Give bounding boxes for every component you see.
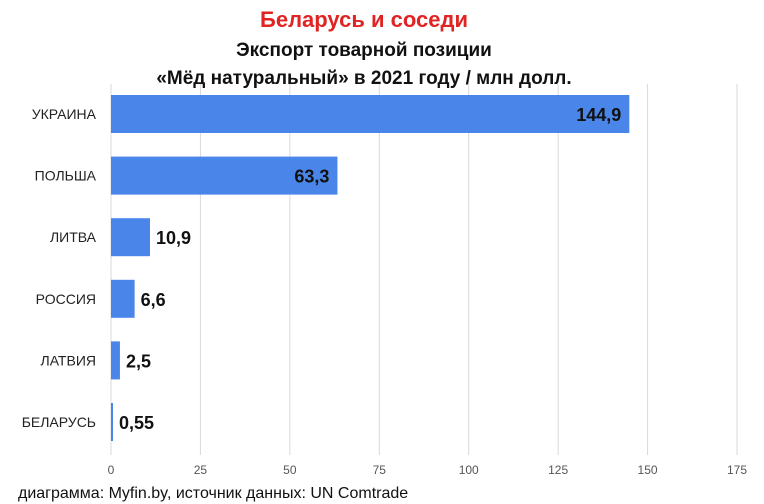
chart-subtitle-line-1: Экспорт товарной позиции — [236, 40, 492, 61]
bar-4 — [111, 279, 135, 318]
grid-lines — [110, 84, 738, 455]
x-tick-label-4: 100 — [459, 463, 479, 477]
category-label-5: ЛАТВИЯ — [41, 352, 97, 368]
data-label-6: 0,55 — [119, 413, 154, 433]
category-label-1: УКРАИНА — [32, 106, 97, 122]
bar-2 — [111, 156, 338, 195]
data-label-3: 10,9 — [156, 228, 191, 248]
x-tick-label-2: 50 — [283, 463, 297, 477]
chart-title: Беларусь и соседи — [260, 7, 468, 32]
bar-5 — [111, 341, 120, 380]
data-label-1: 144,9 — [576, 105, 621, 125]
category-label-6: БЕЛАРУСЬ — [22, 414, 96, 430]
x-tick-label-6: 150 — [638, 463, 658, 477]
category-label-2: ПОЛЬША — [35, 168, 97, 184]
category-label-4: РОССИЯ — [36, 291, 96, 307]
data-label-5: 2,5 — [126, 351, 151, 371]
x-tick-label-0: 0 — [108, 463, 115, 477]
bars — [111, 95, 630, 441]
x-tick-label-7: 175 — [727, 463, 747, 477]
data-label-2: 63,3 — [294, 167, 329, 187]
category-label-3: ЛИТВА — [50, 229, 97, 245]
x-tick-label-3: 75 — [373, 463, 387, 477]
bar-6 — [111, 403, 113, 441]
category-labels: УКРАИНА ПОЛЬША ЛИТВА РОССИЯ ЛАТВИЯ БЕЛАРУСЬ — [22, 106, 97, 430]
bar-3 — [111, 218, 150, 257]
x-tick-label-1: 25 — [194, 463, 208, 477]
x-axis-ticks: 0 25 50 75 100 125 150 175 — [108, 463, 748, 477]
chart-footer: диаграмма: Myfin.by, источник данных: UN… — [18, 485, 408, 502]
bar-1 — [111, 95, 630, 133]
data-label-4: 6,6 — [141, 290, 166, 310]
x-tick-label-5: 125 — [548, 463, 568, 477]
chart-subtitle-line-2: «Мёд натуральный» в 2021 году / млн долл… — [156, 68, 571, 89]
data-labels: 144,9 63,3 10,9 6,6 2,5 0,55 — [119, 105, 621, 433]
